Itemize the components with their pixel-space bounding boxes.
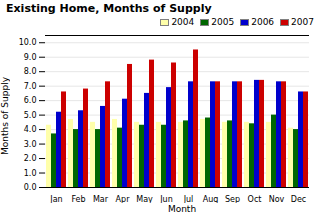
svg-text:2.0: 2.0 [24,154,37,163]
svg-text:Jun: Jun [159,195,173,203]
svg-text:3.0: 3.0 [24,140,37,149]
svg-text:Sep: Sep [225,195,240,203]
svg-text:6.0: 6.0 [24,96,37,105]
svg-text:Dec: Dec [291,195,306,203]
svg-text:0.0: 0.0 [24,183,37,192]
svg-text:7.0: 7.0 [24,82,37,91]
html-text:2004: 2004 [171,17,195,27]
html-text:Month: Month [167,204,197,214]
svg-text:9.0: 9.0 [24,53,37,62]
svg-text:May: May [136,195,153,203]
svg-text:10.0: 10.0 [19,38,37,47]
svg-text:Feb: Feb [71,195,85,203]
html-text:Existing Home, Months of Suppl: Existing Home, Months of Supply [6,2,212,15]
svg-text:Jan: Jan [49,195,62,203]
svg-text:Oct: Oct [248,195,262,203]
svg-text:4.0: 4.0 [24,125,37,134]
svg-text:Nov: Nov [269,195,285,203]
svg-text:8.0: 8.0 [24,67,37,76]
svg-text:5.0: 5.0 [24,111,37,120]
html-text:2006: 2006 [251,17,275,27]
svg-text:Aug: Aug [203,195,219,203]
html-text:Months of Supply: Months of Supply [0,77,10,155]
svg-text:Mar: Mar [93,195,109,203]
html-text:2005: 2005 [211,17,235,27]
svg-text:Apr: Apr [116,195,131,203]
svg-text:Jul: Jul [183,195,194,203]
html-text:2007: 2007 [291,17,314,27]
svg-text:1.0: 1.0 [24,169,37,178]
